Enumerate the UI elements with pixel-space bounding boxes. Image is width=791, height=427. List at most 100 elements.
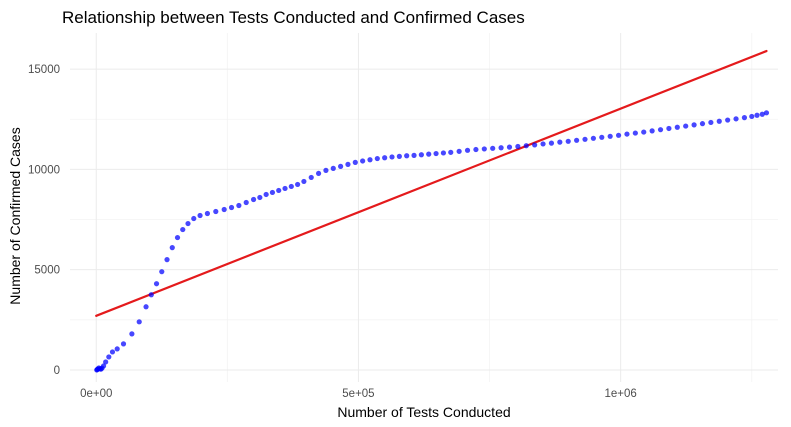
data-point xyxy=(725,117,731,123)
data-point xyxy=(106,354,112,360)
data-point xyxy=(418,152,424,158)
data-point xyxy=(649,128,655,134)
data-point xyxy=(250,196,257,203)
data-point xyxy=(345,161,351,167)
data-point xyxy=(263,191,269,198)
data-point xyxy=(733,116,739,122)
data-point xyxy=(741,115,748,121)
data-point xyxy=(330,165,336,171)
data-point xyxy=(236,202,242,209)
data-point xyxy=(100,363,107,369)
data-point xyxy=(120,341,127,347)
data-point xyxy=(716,118,722,124)
y-tick-label: 5000 xyxy=(34,265,60,277)
data-point xyxy=(674,124,680,130)
data-point xyxy=(515,143,521,150)
data-point xyxy=(204,210,211,217)
x-tick-label: 0e+00 xyxy=(80,388,112,400)
data-point xyxy=(213,208,219,215)
data-point xyxy=(153,281,160,287)
data-point xyxy=(159,269,165,275)
y-tick-label: 10000 xyxy=(28,164,60,176)
data-point xyxy=(315,170,322,177)
data-point xyxy=(191,215,197,222)
data-point xyxy=(169,245,175,251)
data-point xyxy=(143,304,149,310)
data-point xyxy=(164,257,170,263)
data-point xyxy=(433,150,439,157)
data-point xyxy=(473,146,479,153)
data-point xyxy=(323,167,329,173)
data-point xyxy=(338,163,344,169)
data-points xyxy=(94,110,770,373)
data-point xyxy=(103,359,109,365)
data-point xyxy=(448,149,454,155)
data-point xyxy=(367,157,373,163)
data-point xyxy=(498,145,504,151)
data-point xyxy=(582,136,588,142)
data-point xyxy=(276,187,282,194)
chart-title: Relationship between Tests Conducted and… xyxy=(62,8,525,27)
data-point xyxy=(396,153,402,159)
data-point xyxy=(174,234,181,241)
data-point xyxy=(749,113,755,120)
data-point xyxy=(590,135,596,141)
data-point xyxy=(360,158,366,164)
data-point xyxy=(389,154,395,160)
data-point xyxy=(615,132,622,138)
data-point xyxy=(708,119,714,126)
data-point xyxy=(523,143,529,149)
data-point xyxy=(295,181,301,188)
x-tick-label: 5e+05 xyxy=(342,388,374,400)
data-point xyxy=(411,152,417,158)
data-point xyxy=(288,183,294,190)
data-point xyxy=(382,155,388,161)
data-point xyxy=(440,150,447,156)
data-point xyxy=(282,185,288,192)
data-point xyxy=(221,206,227,213)
data-point xyxy=(426,151,432,157)
data-point xyxy=(257,194,263,201)
data-point xyxy=(404,153,410,159)
y-tick-label: 0 xyxy=(54,365,60,377)
data-point xyxy=(624,131,630,137)
data-point xyxy=(763,110,770,116)
data-point xyxy=(197,212,203,219)
data-point xyxy=(374,155,380,162)
data-point xyxy=(632,130,638,136)
data-point xyxy=(599,134,605,140)
data-point xyxy=(308,174,314,181)
data-point xyxy=(759,111,765,117)
data-point xyxy=(481,146,487,152)
data-point xyxy=(607,133,613,139)
data-point xyxy=(532,142,538,148)
y-tick-label: 15000 xyxy=(28,64,60,76)
data-point xyxy=(243,199,249,206)
data-point xyxy=(506,144,513,150)
x-tick-label: 1e+06 xyxy=(605,388,637,400)
data-point xyxy=(114,346,120,352)
data-point xyxy=(464,147,471,153)
data-point xyxy=(129,331,135,337)
y-axis-title: Number of Confirmed Cases xyxy=(7,127,23,304)
data-point xyxy=(754,112,760,118)
data-point xyxy=(557,139,563,145)
x-axis-title: Number of Tests Conducted xyxy=(337,404,510,420)
data-point xyxy=(109,349,116,355)
data-point xyxy=(456,148,462,154)
data-point xyxy=(657,127,664,133)
data-point xyxy=(641,129,647,135)
data-point xyxy=(683,123,689,129)
data-point xyxy=(180,226,186,233)
data-point xyxy=(301,178,307,185)
data-point xyxy=(574,137,580,143)
data-point xyxy=(352,159,358,165)
grid xyxy=(70,33,778,382)
data-point xyxy=(699,121,706,127)
tick-labels: 0e+00 5e+05 1e+06 0 5000 10000 15000 xyxy=(28,64,637,400)
data-point xyxy=(490,145,496,151)
trend-line-layer xyxy=(95,49,768,317)
data-point xyxy=(565,138,571,144)
data-point xyxy=(136,319,142,325)
